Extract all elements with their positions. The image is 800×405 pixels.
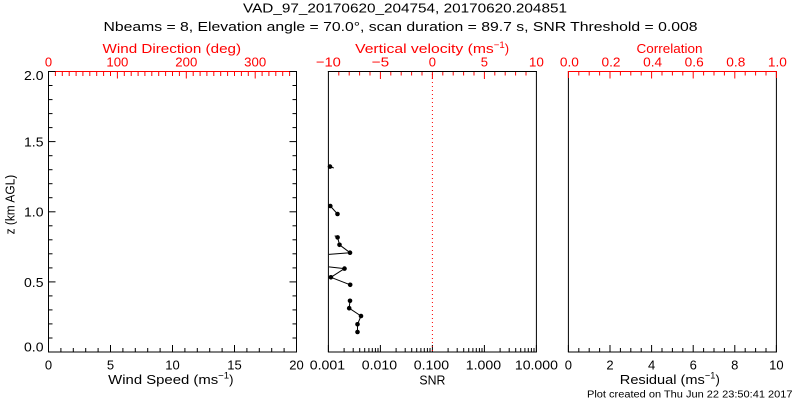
svg-text:0.010: 0.010 [362,358,397,373]
svg-text:Residual (ms: Residual (ms [620,372,706,387]
svg-text:0.001: 0.001 [310,358,345,373]
svg-text:0: 0 [429,54,436,69]
svg-text:0.100: 0.100 [414,358,449,373]
svg-text:): ) [716,372,720,387]
svg-text:1.000: 1.000 [466,358,501,373]
svg-text:200: 200 [175,54,197,69]
svg-text:100: 100 [106,54,128,69]
svg-text:0.4: 0.4 [643,54,662,69]
svg-text:15: 15 [227,358,241,373]
svg-text:z (km AGL): z (km AGL) [3,175,18,235]
svg-text:Vertical velocity (ms: Vertical velocity (ms [355,41,494,56]
svg-text:1.0: 1.0 [768,54,787,69]
svg-text:0.8: 0.8 [726,54,745,69]
svg-text:0.6: 0.6 [685,54,704,69]
svg-text:0.2: 0.2 [602,54,621,69]
svg-text:6: 6 [690,358,697,373]
svg-text:Wind Direction (deg): Wind Direction (deg) [103,41,242,56]
svg-text:−10: −10 [316,54,341,69]
svg-text:SNR: SNR [419,373,445,388]
svg-text:Nbeams = 8, Elevation angle =: Nbeams = 8, Elevation angle = 70.0°, sca… [104,19,698,34]
svg-text:0.0: 0.0 [560,54,579,69]
svg-text:10: 10 [165,358,179,373]
svg-text:VAD_97_20170620_204754, 201706: VAD_97_20170620_204754, 20170620.204851 [243,1,567,16]
svg-text:2.0: 2.0 [24,68,44,83]
svg-text:): ) [229,372,233,387]
svg-text:0.0: 0.0 [24,340,44,355]
svg-text:Wind Speed (ms: Wind Speed (ms [108,372,219,387]
svg-text:20: 20 [289,358,303,373]
svg-text:1.0: 1.0 [24,205,44,220]
svg-text:−1: −1 [218,371,229,382]
svg-text:10: 10 [529,54,544,69]
svg-text:4: 4 [648,358,655,373]
svg-text:Correlation: Correlation [637,41,703,56]
svg-text:Plot created on Thu Jun 22 23:: Plot created on Thu Jun 22 23:50:41 2017 [587,389,793,400]
svg-text:−5: −5 [372,54,390,69]
svg-text:5: 5 [107,358,114,373]
svg-text:−1: −1 [705,371,716,382]
svg-text:10.000: 10.000 [515,358,558,373]
svg-text:−1: −1 [494,40,505,51]
svg-text:8: 8 [731,358,738,373]
svg-text:2: 2 [606,358,613,373]
svg-text:0: 0 [565,358,572,373]
svg-text:300: 300 [244,54,266,69]
svg-text:0: 0 [45,358,52,373]
svg-text:5: 5 [481,54,488,69]
svg-text:): ) [505,41,509,56]
svg-text:0: 0 [45,54,52,69]
svg-text:0.5: 0.5 [24,275,44,290]
svg-text:1.5: 1.5 [24,135,44,150]
svg-text:10: 10 [769,358,783,373]
